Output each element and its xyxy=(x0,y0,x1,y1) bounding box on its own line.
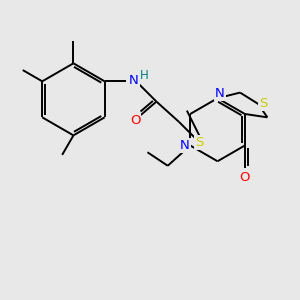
Text: O: O xyxy=(130,114,140,127)
Text: H: H xyxy=(140,69,148,82)
Text: N: N xyxy=(180,139,190,152)
Text: N: N xyxy=(129,74,139,87)
Text: O: O xyxy=(240,170,250,184)
Text: S: S xyxy=(260,97,268,110)
Text: S: S xyxy=(195,136,203,148)
Text: N: N xyxy=(215,87,225,100)
